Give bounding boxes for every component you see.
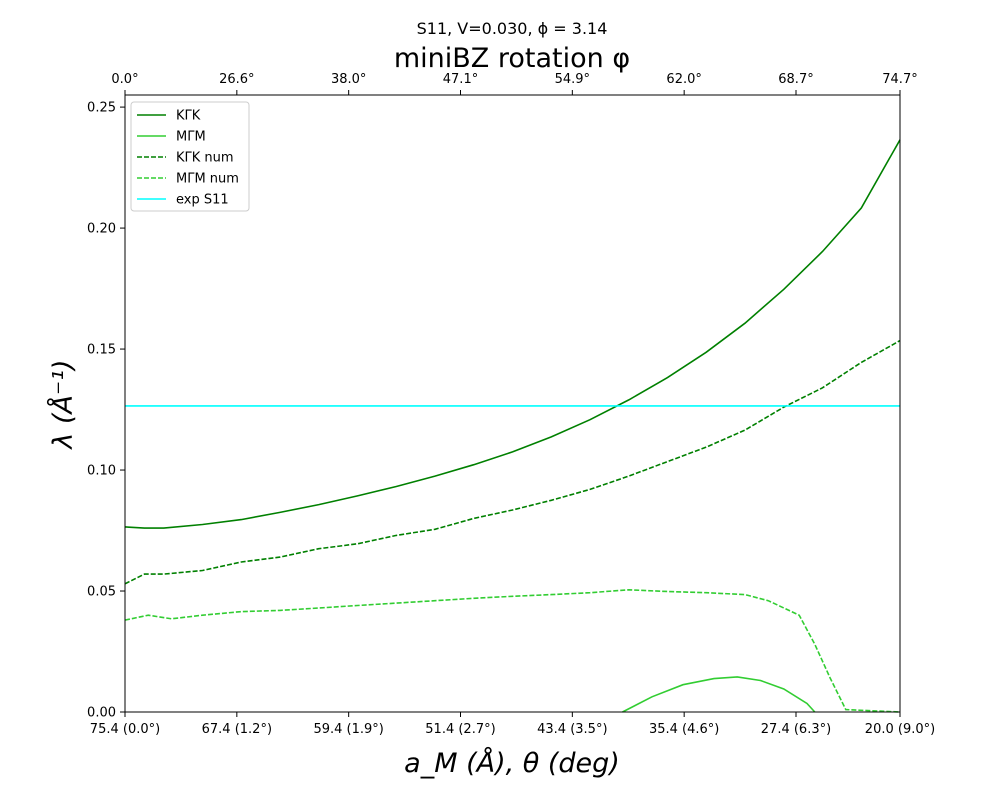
y-tick-label: 0.05	[87, 585, 116, 600]
x-axis-label: a_M (Å), θ (deg)	[404, 747, 620, 779]
x-tick-label: 59.4 (1.9°)	[313, 722, 383, 737]
top-tick-label: 0.0°	[111, 72, 138, 87]
y-tick-label: 0.25	[87, 101, 116, 116]
plot-frame	[124, 94, 901, 713]
top-tick-label: 68.7°	[778, 72, 813, 87]
y-axis-label: λ (Å⁻¹)	[47, 359, 79, 450]
top-tick-label: 74.7°	[882, 72, 917, 87]
legend-label-k-k-num: KΓK num	[176, 151, 234, 166]
series-line-3	[124, 588, 901, 713]
x-tick-label: 27.4 (6.3°)	[761, 722, 831, 737]
legend-label-m-m-num: MΓM num	[176, 172, 239, 187]
top-tick-label: 26.6°	[219, 72, 254, 87]
x-tick-label: 51.4 (2.7°)	[425, 722, 495, 737]
legend: KΓK MΓM KΓK num MΓM num exp S11	[130, 101, 250, 212]
y-tick-label: 0.15	[87, 343, 116, 358]
x-tick-label: 67.4 (1.2°)	[202, 722, 272, 737]
legend-box	[130, 101, 250, 212]
legend-label-exp-s11: exp S11	[176, 193, 229, 208]
legend-items: KΓK MΓM KΓK num MΓM num exp S11	[137, 109, 239, 208]
series-layer	[124, 139, 901, 713]
top-axis-label: miniBZ rotation φ	[394, 43, 630, 74]
series-line-1	[622, 676, 816, 713]
y-tick-label: 0.00	[87, 706, 116, 721]
chart-title: S11, V=0.030, ϕ = 3.14	[417, 19, 608, 38]
series-line-2	[124, 339, 901, 585]
y-tick-label: 0.20	[87, 222, 116, 237]
top-tick-label: 38.0°	[331, 72, 366, 87]
x-tick-label: 20.0 (9.0°)	[865, 722, 935, 737]
top-tick-label: 47.1°	[443, 72, 478, 87]
x-tick-label: 75.4 (0.0°)	[90, 722, 160, 737]
ticks-layer: 75.4 (0.0°) 0.0° 67.4 (1.2°) 26.6° 59.4 (1.9…	[87, 72, 935, 737]
top-tick-label: 54.9°	[555, 72, 590, 87]
x-tick-label: 43.4 (3.5°)	[537, 722, 607, 737]
top-tick-label: 62.0°	[666, 72, 701, 87]
legend-label-m-m: MΓM	[176, 130, 206, 145]
plot-area: 75.4 (0.0°) 0.0° 67.4 (1.2°) 26.6° 59.4 (1.9…	[87, 72, 935, 737]
x-tick-label: 35.4 (4.6°)	[649, 722, 719, 737]
legend-label-k-k: KΓK	[176, 109, 201, 124]
y-tick-label: 0.10	[87, 464, 116, 479]
series-line-0	[124, 139, 901, 529]
